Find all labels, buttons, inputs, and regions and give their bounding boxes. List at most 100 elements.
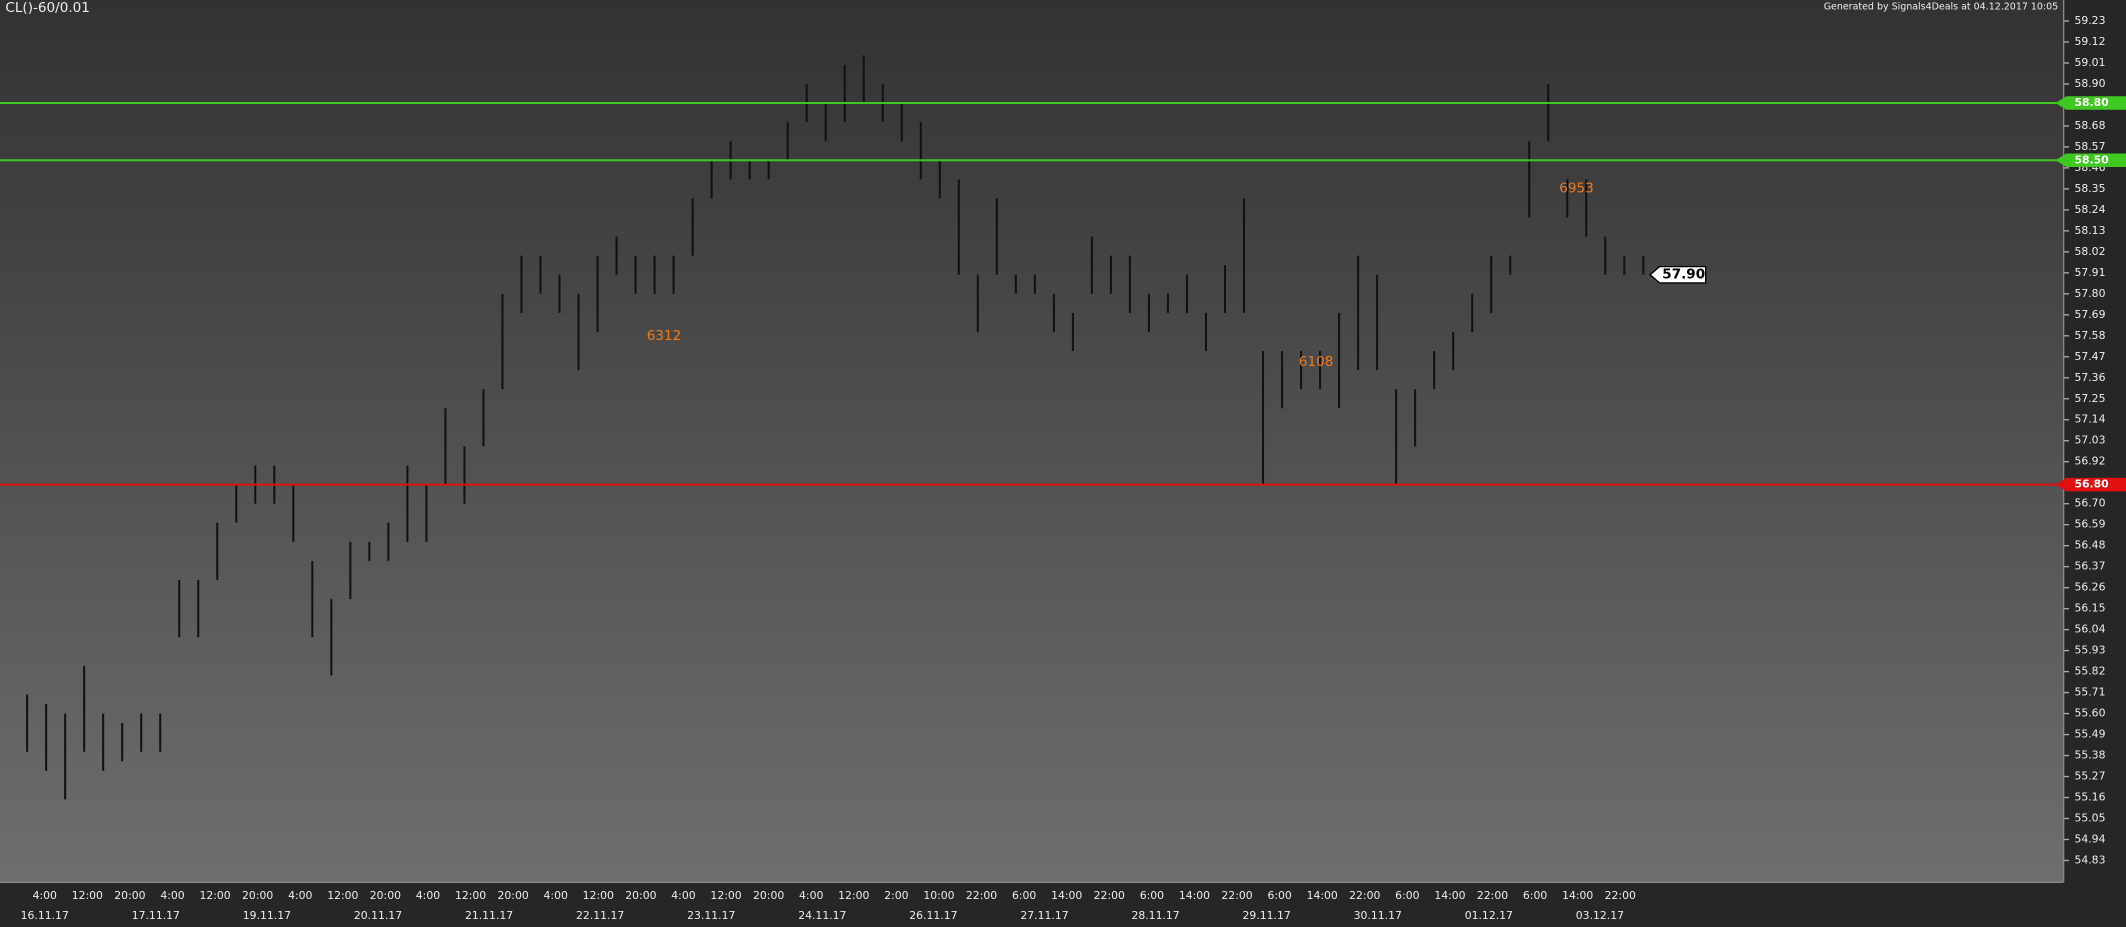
date-label: 22.11.17 [576, 909, 624, 922]
y-tick-label: 56.59 [2074, 518, 2105, 531]
date-label: 23.11.17 [687, 909, 735, 922]
level-tag [2055, 153, 2126, 168]
level-label: 58.50 [2074, 153, 2109, 166]
x-tick-label: 12:00 [455, 889, 486, 902]
date-label: 01.12.17 [1465, 909, 1513, 922]
chart-title: CL()-60/0.01 [5, 0, 89, 16]
y-tick-label: 58.13 [2074, 224, 2105, 237]
y-tick-label: 55.27 [2074, 770, 2105, 783]
x-tick-label: 20:00 [498, 889, 529, 902]
x-tick-label: 6:00 [1012, 889, 1036, 902]
y-tick-label: 57.36 [2074, 371, 2105, 384]
y-tick-label: 55.60 [2074, 707, 2105, 720]
y-tick-label: 58.68 [2074, 119, 2105, 132]
date-label: 19.11.17 [243, 909, 291, 922]
y-tick-label: 55.38 [2074, 749, 2105, 762]
x-tick-label: 6:00 [1523, 889, 1547, 902]
y-tick-label: 58.57 [2074, 140, 2105, 153]
x-tick-label: 14:00 [1562, 889, 1593, 902]
annotation: 6108 [1299, 354, 1333, 370]
y-tick-label: 55.93 [2074, 644, 2105, 657]
date-label: 24.11.17 [798, 909, 846, 922]
date-label: 29.11.17 [1243, 909, 1291, 922]
y-tick-label: 57.14 [2074, 413, 2105, 426]
x-tick-label: 22:00 [1349, 889, 1380, 902]
date-label: 17.11.17 [132, 909, 180, 922]
chart-subtitle: Generated by Signals4Deals at 04.12.2017… [1824, 1, 2059, 12]
x-tick-label: 14:00 [1307, 889, 1338, 902]
y-tick-label: 55.82 [2074, 665, 2105, 678]
y-tick-label: 59.23 [2074, 14, 2105, 27]
y-tick-label: 57.58 [2074, 329, 2105, 342]
x-tick-label: 12:00 [72, 889, 103, 902]
level-tag [2055, 96, 2126, 110]
x-tick-label: 4:00 [416, 889, 440, 902]
x-tick-label: 20:00 [753, 889, 784, 902]
x-tick-label: 22:00 [966, 889, 997, 902]
x-tick-label: 2:00 [884, 889, 908, 902]
date-label: 03.12.17 [1576, 909, 1624, 922]
x-tick-label: 4:00 [544, 889, 568, 902]
y-tick-label: 54.83 [2074, 853, 2105, 866]
x-tick-label: 4:00 [160, 889, 184, 902]
y-tick-label: 56.04 [2074, 623, 2105, 636]
x-tick-label: 6:00 [1140, 889, 1164, 902]
x-tick-label: 12:00 [838, 889, 869, 902]
x-tick-label: 20:00 [114, 889, 145, 902]
x-tick-label: 4:00 [799, 889, 823, 902]
x-tick-label: 12:00 [710, 889, 741, 902]
date-label: 30.11.17 [1354, 909, 1402, 922]
x-tick-label: 12:00 [199, 889, 230, 902]
y-tick-label: 58.02 [2074, 245, 2105, 258]
y-tick-label: 57.91 [2074, 266, 2105, 279]
y-tick-label: 55.49 [2074, 728, 2105, 741]
x-tick-label: 22:00 [1221, 889, 1252, 902]
x-tick-label: 20:00 [370, 889, 401, 902]
y-tick-label: 55.05 [2074, 812, 2105, 825]
y-tick-label: 58.35 [2074, 182, 2105, 195]
date-label: 21.11.17 [465, 909, 513, 922]
y-tick-label: 56.37 [2074, 560, 2105, 573]
x-tick-label: 4:00 [33, 889, 57, 902]
last-price-tag [1649, 265, 1707, 284]
x-tick-label: 22:00 [1094, 889, 1125, 902]
x-tick-label: 12:00 [583, 889, 614, 902]
level-label: 56.80 [2074, 478, 2109, 491]
annotation: 6953 [1559, 180, 1593, 196]
y-tick-label: 56.26 [2074, 581, 2105, 594]
y-tick-label: 56.92 [2074, 455, 2105, 468]
x-tick-label: 4:00 [671, 889, 695, 902]
x-tick-label: 10:00 [923, 889, 954, 902]
y-tick-label: 57.25 [2074, 392, 2105, 405]
plot-area [0, 0, 2064, 883]
y-tick-label: 57.47 [2074, 350, 2105, 363]
last-price-label: 57.90 [1662, 267, 1705, 283]
date-label: 16.11.17 [21, 909, 69, 922]
x-tick-label: 6:00 [1267, 889, 1291, 902]
x-tick-label: 22:00 [1477, 889, 1508, 902]
y-tick-label: 56.70 [2074, 497, 2105, 510]
x-tick-label: 20:00 [242, 889, 273, 902]
y-tick-label: 55.71 [2074, 686, 2105, 699]
x-tick-label: 22:00 [1605, 889, 1636, 902]
x-tick-label: 6:00 [1395, 889, 1419, 902]
y-tick-label: 57.03 [2074, 434, 2105, 447]
date-label: 26.11.17 [909, 909, 957, 922]
x-tick-label: 4:00 [288, 889, 312, 902]
level-label: 58.80 [2074, 96, 2109, 109]
date-label: 27.11.17 [1020, 909, 1068, 922]
annotation: 6312 [647, 328, 681, 344]
y-tick-label: 56.48 [2074, 539, 2105, 552]
date-label: 20.11.17 [354, 909, 402, 922]
x-tick-label: 14:00 [1051, 889, 1082, 902]
y-tick-label: 56.15 [2074, 602, 2105, 615]
y-tick-label: 59.12 [2074, 35, 2105, 48]
y-tick-label: 57.69 [2074, 308, 2105, 321]
y-tick-label: 59.01 [2074, 56, 2105, 69]
x-tick-label: 14:00 [1434, 889, 1465, 902]
level-tag [2055, 477, 2126, 492]
y-tick-label: 58.90 [2074, 77, 2105, 90]
y-tick-label: 57.80 [2074, 287, 2105, 300]
x-tick-label: 20:00 [625, 889, 656, 902]
